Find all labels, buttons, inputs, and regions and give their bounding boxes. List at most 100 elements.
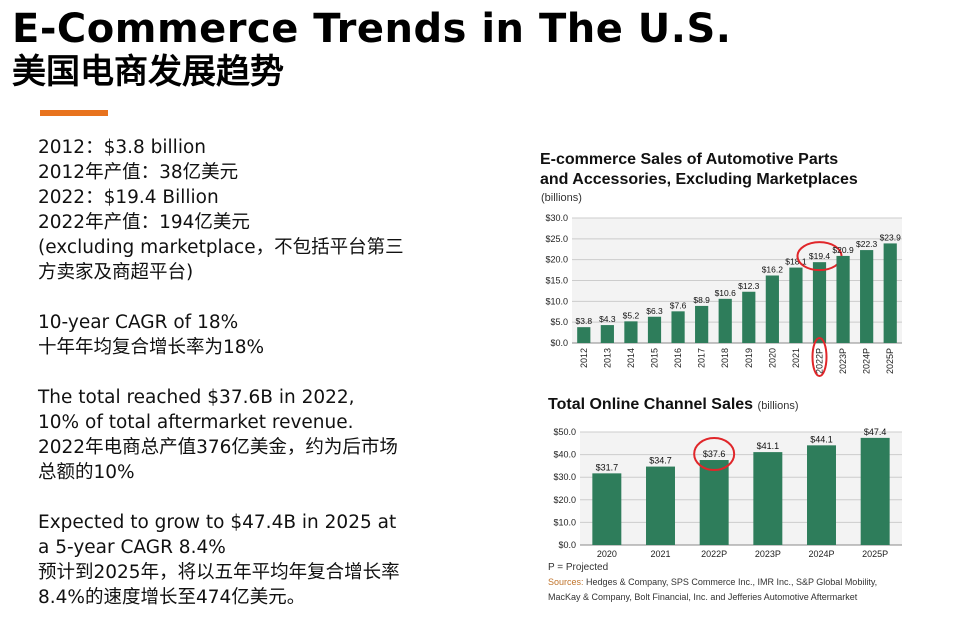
note-line: 2022年电商总产值376亿美金，约为后市场 <box>38 437 398 458</box>
sources-text-1: Hedges & Company, SPS Commerce Inc., IMR… <box>586 577 878 587</box>
y-tick-label: $20.0 <box>553 495 576 505</box>
projected-note: P = Projected <box>548 562 609 573</box>
x-tick-label: 2020 <box>767 348 777 368</box>
x-tick-label: 2013 <box>602 348 612 368</box>
y-tick-label: $30.0 <box>553 472 576 482</box>
data-label: $16.2 <box>762 265 784 275</box>
y-tick-label: $0.0 <box>558 540 576 550</box>
bar <box>753 452 783 545</box>
x-tick-label: 2022P <box>701 549 727 559</box>
data-label: $31.7 <box>596 462 619 472</box>
data-label: $22.3 <box>856 239 878 249</box>
y-tick-label: $30.0 <box>545 213 568 223</box>
chart-total-online-sales: $0.0 $10.0 $20.0 $30.0 $40.0 $50.0 $31.7 2020 $3… <box>553 427 902 559</box>
x-tick-label: 2022P <box>815 348 825 374</box>
bar <box>860 437 890 545</box>
x-tick-label: 2018 <box>720 348 730 368</box>
x-tick-label: 2016 <box>673 348 683 368</box>
note-line: 2012年产值：38亿美元 <box>38 162 239 183</box>
y-tick-label: $15.0 <box>545 276 568 286</box>
data-label: $23.9 <box>880 232 902 242</box>
bar <box>765 275 779 343</box>
x-tick-label: 2025P <box>862 549 888 559</box>
data-label: $12.3 <box>738 281 760 291</box>
chart1-title: E-commerce Sales of Automotive Parts and… <box>540 150 858 190</box>
x-tick-label: 2019 <box>744 348 754 368</box>
chart1-title-line: and Accessories, Excluding Marketplaces <box>540 171 858 188</box>
bar <box>646 466 675 545</box>
notes-block-forecast: Expected to grow to $47.4B in 2025 at a … <box>38 510 478 610</box>
note-line: (excluding marketplace，不包括平台第三 <box>38 237 404 258</box>
note-line: a 5-year CAGR 8.4% <box>38 537 226 558</box>
note-line: 总额的10% <box>38 462 135 483</box>
bar <box>647 316 662 343</box>
highlight-tick-circle <box>811 337 828 377</box>
bar <box>695 305 709 343</box>
x-tick-label: 2021 <box>791 348 801 368</box>
chart1-unit-label: (billions) <box>541 192 582 204</box>
x-tick-label: 2024P <box>808 549 834 559</box>
note-line: 8.4%的速度增长至474亿美元。 <box>38 587 306 608</box>
data-label: $3.8 <box>576 316 593 326</box>
bar <box>812 262 827 343</box>
bar <box>577 327 591 343</box>
bar <box>836 255 850 343</box>
data-label: $6.3 <box>646 306 663 316</box>
accent-bar <box>40 110 108 116</box>
plot-background <box>580 432 902 545</box>
note-line: 10-year CAGR of 18% <box>38 312 239 333</box>
x-tick-label: 2020 <box>597 549 617 559</box>
notes-panel: 2012：$3.8 billion 2012年产值：38亿美元 2022：$19… <box>38 135 478 610</box>
x-tick-label: 2015 <box>650 348 660 368</box>
bar <box>883 243 897 343</box>
chart1-title-line: E-commerce Sales of Automotive Parts <box>540 151 839 168</box>
data-label: $37.6 <box>703 449 726 459</box>
data-label: $7.6 <box>670 300 687 310</box>
data-label: $4.3 <box>599 314 616 324</box>
data-label: $47.4 <box>864 427 887 437</box>
page-subtitle: 美国电商发展趋势 <box>12 52 284 92</box>
bar <box>742 291 756 343</box>
note-line: The total reached $37.6B in 2022, <box>38 387 355 408</box>
y-tick-label: $40.0 <box>553 450 576 460</box>
x-tick-label: 2012 <box>579 348 589 368</box>
note-line: 预计到2025年，将以五年平均年复合增长率 <box>38 562 400 583</box>
y-tick-label: $5.0 <box>550 317 568 327</box>
data-label: $8.9 <box>693 295 710 305</box>
bar <box>671 311 685 343</box>
chart2-title-text: Total Online Channel Sales <box>548 396 754 413</box>
chart-automotive-ecommerce: $0.0 $5.0 $10.0 $15.0 $20.0 $25.0 $30.0 $3.8 201… <box>545 213 902 377</box>
data-label: $44.1 <box>810 434 833 444</box>
data-label: $18.1 <box>785 257 807 267</box>
x-tick-label: 2021 <box>650 549 670 559</box>
highlight-circle <box>693 437 736 472</box>
y-tick-label: $25.0 <box>545 234 568 244</box>
y-tick-label: $10.0 <box>553 517 576 527</box>
data-label: $5.2 <box>623 310 640 320</box>
data-label: $20.9 <box>832 245 854 255</box>
chart2-title: Total Online Channel Sales (billions) <box>548 396 799 414</box>
notes-block-cagr: 10-year CAGR of 18% 十年年均复合增长率为18% <box>38 310 478 360</box>
y-tick-label: $50.0 <box>553 427 576 437</box>
data-label: $10.6 <box>715 288 737 298</box>
note-line: 方卖家及商超平台) <box>38 262 194 283</box>
bar <box>624 321 638 343</box>
sources-line-1: Sources: Hedges & Company, SPS Commerce … <box>548 577 877 587</box>
notes-block-total: The total reached $37.6B in 2022, 10% of… <box>38 385 478 485</box>
x-tick-label: 2017 <box>697 348 707 368</box>
data-label: $34.7 <box>649 456 672 466</box>
chart2-unit-label: (billions) <box>757 400 799 412</box>
bar <box>600 325 614 343</box>
bar <box>807 445 836 545</box>
bar <box>860 250 874 343</box>
note-line: 2012：$3.8 billion <box>38 137 206 158</box>
data-label: $41.1 <box>757 441 780 451</box>
y-tick-label: $0.0 <box>550 338 568 348</box>
note-line: 10% of total aftermarket revenue. <box>38 412 354 433</box>
sources-label: Sources: <box>548 577 584 587</box>
note-line: 2022年产值：194亿美元 <box>38 212 250 233</box>
note-line: 2022：$19.4 Billion <box>38 187 219 208</box>
note-line: 十年年均复合增长率为18% <box>38 337 265 358</box>
bar <box>592 473 622 545</box>
bar <box>699 460 729 545</box>
